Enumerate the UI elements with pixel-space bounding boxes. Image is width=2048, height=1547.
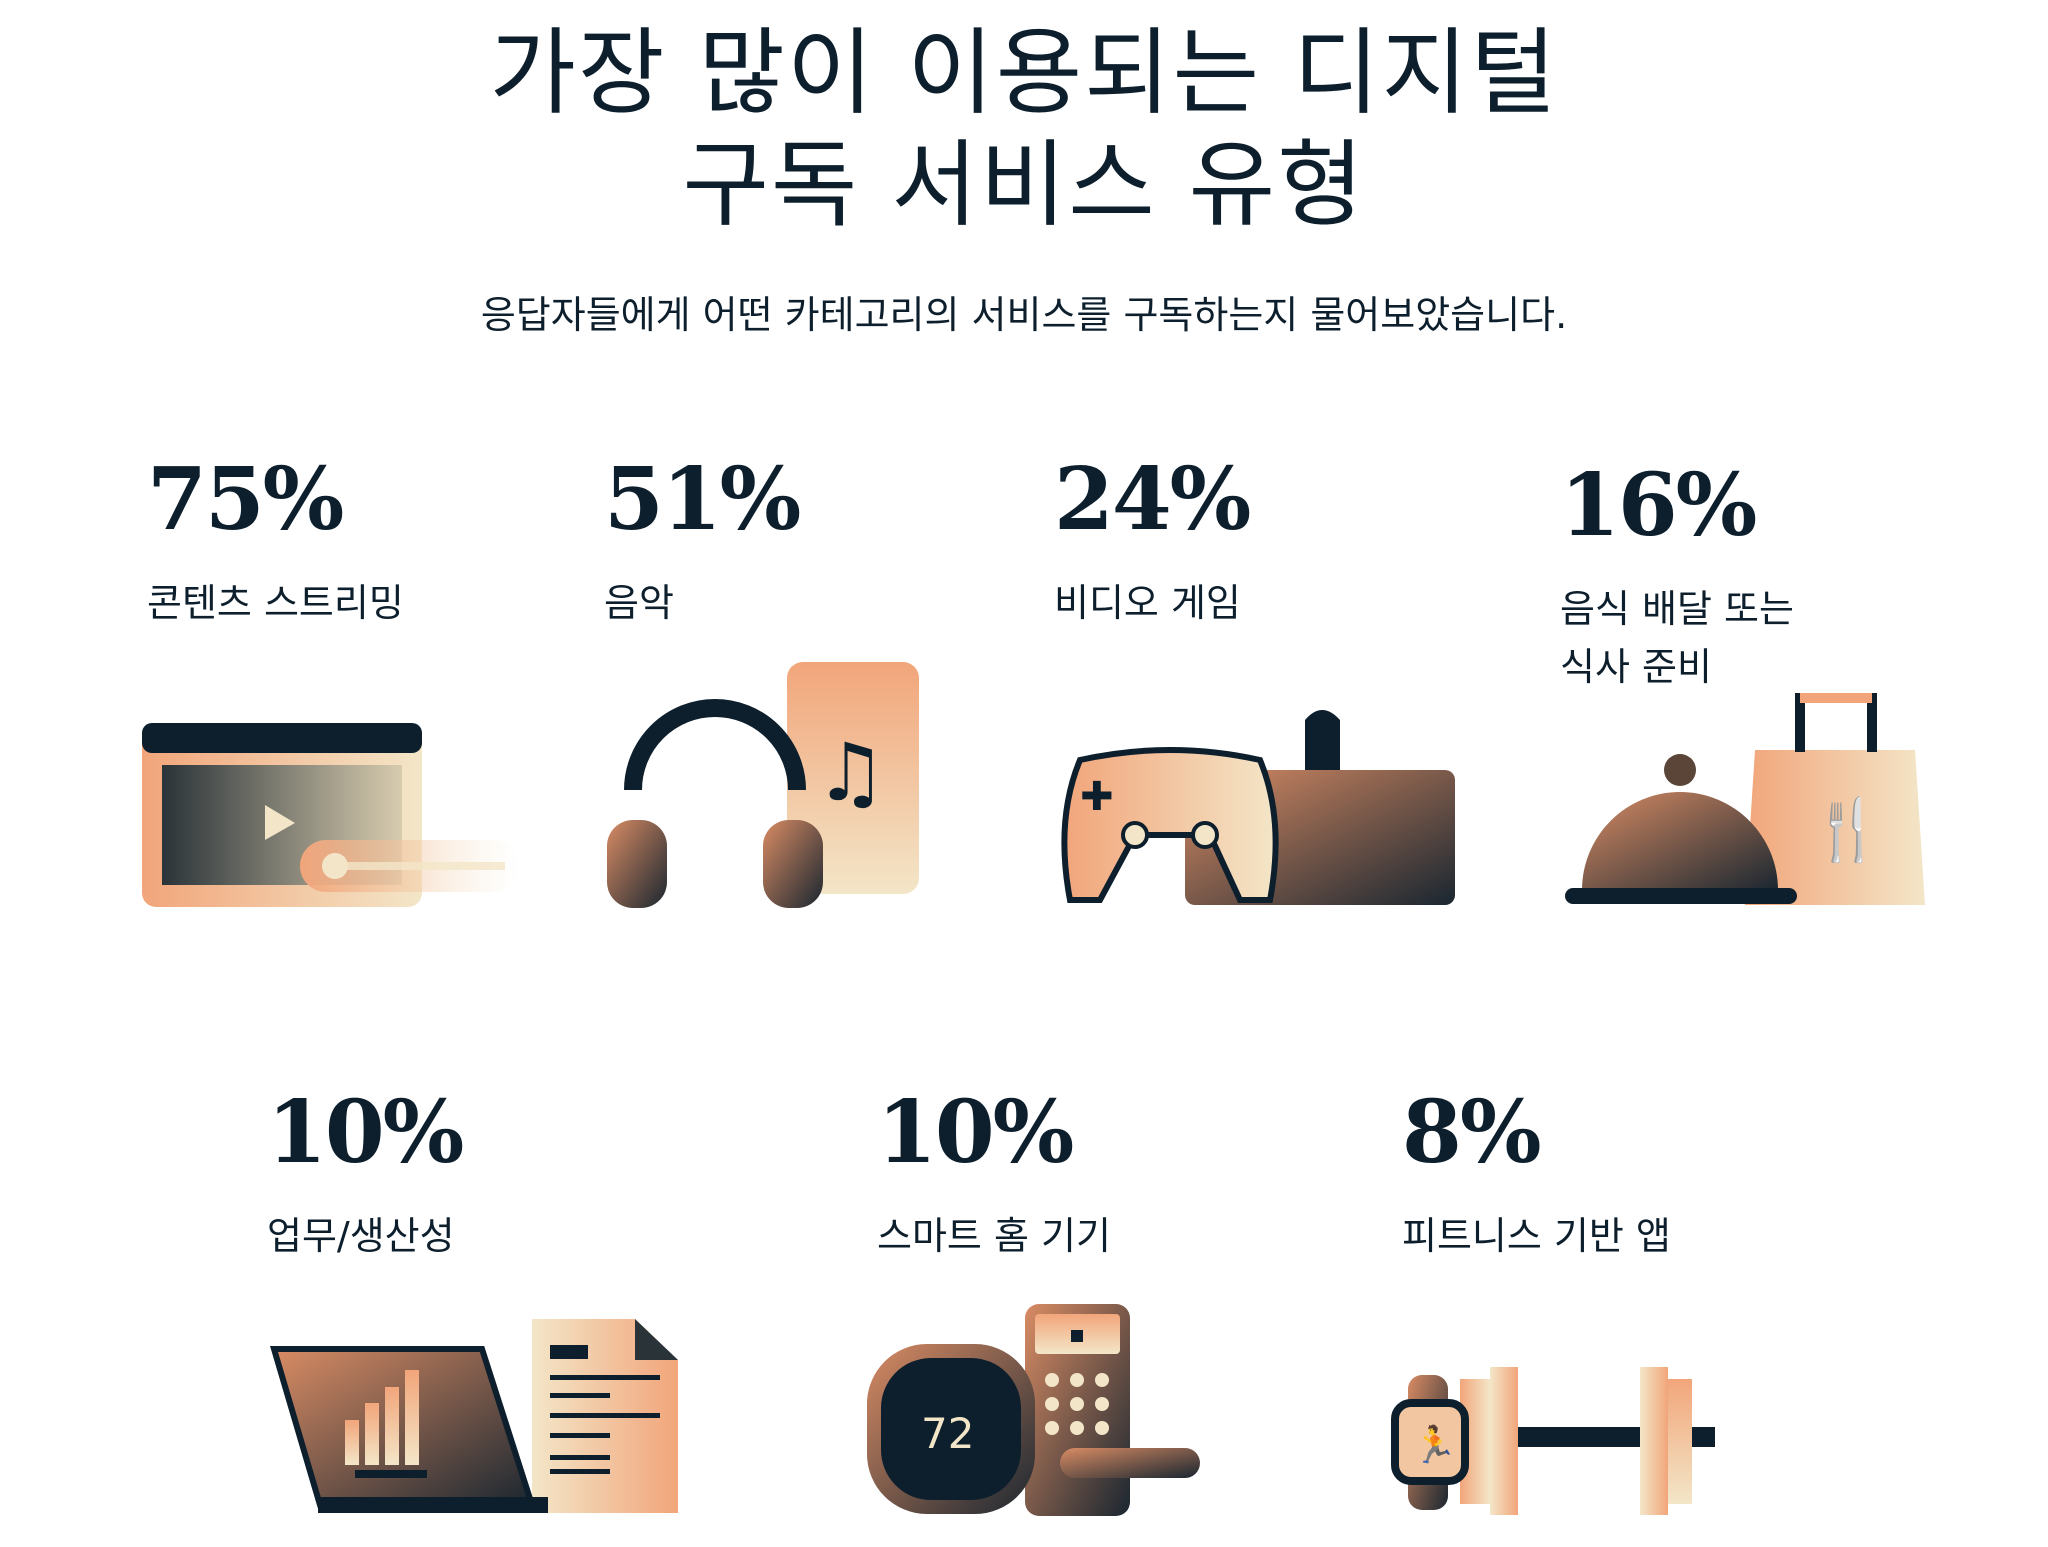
stat-label: 스마트 홈 기기: [877, 1214, 1111, 1258]
subtitle: 응답자들에게 어떤 카테고리의 서비스를 구독하는지 물어보았습니다.: [480, 293, 1568, 337]
stat-label: 업무/생산성: [267, 1214, 455, 1258]
stat-fitness: 8% 피트니스 기반 앱: [1402, 1085, 1671, 1265]
stat-label: 비디오 게임: [1054, 581, 1241, 625]
svg-text:🍴: 🍴: [1810, 795, 1885, 865]
stat-percent: 51%: [604, 449, 801, 550]
stat-video-games: 24% 비디오 게임: [1054, 449, 1251, 632]
stat-percent: 75%: [147, 449, 344, 550]
stat-food: 16% 음식 배달 또는 식사 준비: [1560, 458, 1794, 696]
title-line-2: 구독 서비스 유형: [682, 131, 1366, 240]
stat-percent: 16%: [1560, 455, 1757, 556]
stat-label: 음식 배달 또는 식사 준비: [1560, 587, 1794, 689]
page-title: 가장 많이 이용되는 디지털 구독 서비스 유형: [0, 18, 2048, 242]
stat-smart-home: 10% 스마트 홈 기기: [877, 1085, 1111, 1265]
svg-text:✚: ✚: [1080, 774, 1114, 820]
stat-music: 51% 음악: [604, 449, 801, 632]
svg-text:🏃: 🏃: [1412, 1424, 1457, 1466]
food-delivery-icon: 🍴: [1565, 693, 1925, 905]
headphones-music-icon: ♫: [607, 662, 919, 908]
smart-home-icon: 72: [867, 1304, 1200, 1516]
laptop-document-icon: [270, 1319, 678, 1513]
title-line-1: 가장 많이 이용되는 디지털: [489, 19, 1559, 128]
stat-percent: 24%: [1054, 449, 1251, 550]
stat-label: 피트니스 기반 앱: [1402, 1214, 1671, 1258]
svg-text:♫: ♫: [815, 726, 887, 819]
stat-streaming: 75% 콘텐츠 스트리밍: [147, 452, 404, 632]
stat-percent: 10%: [267, 1082, 464, 1183]
game-controller-icon: ✚: [1061, 710, 1455, 905]
stat-percent: 8%: [1402, 1082, 1542, 1183]
video-streaming-icon: [142, 723, 520, 907]
stat-label: 콘텐츠 스트리밍: [147, 581, 404, 625]
stat-percent: 10%: [877, 1082, 1074, 1183]
stat-productivity: 10% 업무/생산성: [267, 1082, 464, 1265]
thermostat-reading: 72: [921, 1409, 974, 1458]
fitness-watch-icon: 🏃: [1391, 1367, 1715, 1515]
stat-label: 음악: [604, 581, 674, 625]
